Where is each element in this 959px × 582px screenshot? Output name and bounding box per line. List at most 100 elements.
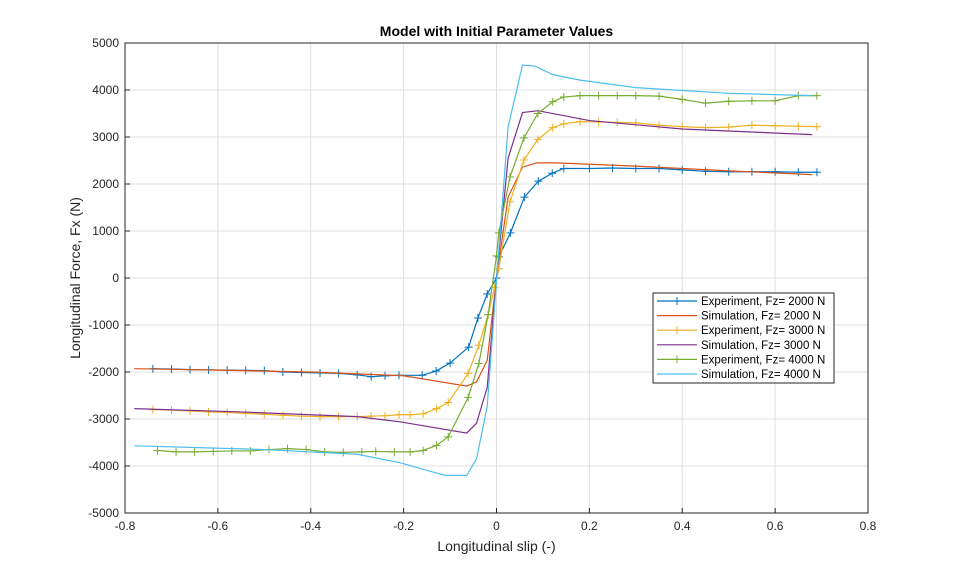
series-3 [134,110,813,434]
data-point-marker [548,169,557,178]
data-point-marker [519,156,528,165]
data-point-marker [585,164,594,173]
y-tick-label: 4000 [92,83,119,97]
x-tick-label: 0 [493,519,500,533]
data-point-marker [613,91,622,100]
data-point-marker [519,133,528,142]
data-point-marker [533,135,542,144]
data-point-marker [492,251,501,260]
y-tick-label: 5000 [92,36,119,50]
legend-label: Experiment, Fz= 3000 N [701,325,825,337]
data-point-marker [260,410,269,419]
series-layer [134,64,821,476]
y-tick-label: -1000 [88,318,119,332]
data-point-marker [204,407,213,416]
data-point-marker [548,97,557,106]
data-point-marker [794,122,803,131]
legend-label: Experiment, Fz= 2000 N [701,296,825,308]
legend-item: Simulation, Fz= 3000 N [657,340,821,352]
data-point-marker [494,228,503,237]
data-point-marker [534,177,543,186]
legend-item: Experiment, Fz= 2000 N [657,296,825,308]
data-point-marker [209,447,218,456]
legend-box [652,292,835,384]
x-tick-label: 0.4 [674,519,691,533]
data-point-marker [190,447,199,456]
y-tick-label: -2000 [88,365,119,379]
x-tick-label: 0.6 [767,519,784,533]
data-point-marker [464,393,473,402]
data-point-marker [394,410,403,419]
y-tick-label: 3000 [92,130,119,144]
data-point-marker [559,164,568,173]
tick-labels: -0.8 -0.6 -0.4 -0.2 0 0.2 0.4 0.6 0.8 -5000 -4000 -… [88,36,876,533]
data-point-marker [474,341,483,350]
data-point-marker [631,118,640,127]
data-point-marker [771,167,780,176]
data-point-marker [474,359,483,368]
data-point-marker [334,412,343,421]
data-point-marker [812,168,821,177]
x-tick-label: -0.8 [115,519,136,533]
data-point-marker [419,446,428,455]
data-point-marker [724,97,733,106]
data-point-marker [771,121,780,130]
data-point-marker [278,411,287,420]
data-point-marker [812,122,821,131]
data-point-marker [406,447,415,456]
data-point-marker [483,289,492,298]
data-point-marker [520,193,529,202]
data-point-marker [172,447,181,456]
x-tick-label: 0.2 [581,519,598,533]
legend-label: Simulation, Fz= 2000 N [701,311,821,323]
legend-label: Simulation, Fz= 3000 N [701,340,821,352]
data-point-marker [576,91,585,100]
data-point-marker [381,411,390,420]
data-point-marker [406,410,415,419]
data-point-marker [559,119,568,128]
data-point-marker [701,99,710,108]
data-point-marker [533,109,542,118]
data-point-marker [724,123,733,132]
data-point-marker [464,343,473,352]
data-point-marker [297,412,306,421]
data-point-marker [631,91,640,100]
data-point-marker [353,370,362,379]
y-tick-label: 0 [112,271,119,285]
data-point-marker [223,408,232,417]
series-line [134,110,813,434]
y-tick-label: 2000 [92,177,119,191]
data-point-marker [473,313,482,322]
data-point-marker [594,91,603,100]
data-point-marker [506,228,515,237]
data-point-marker [484,310,493,319]
data-point-marker [678,165,687,174]
data-point-marker [371,447,380,456]
data-point-marker [418,371,427,380]
data-point-marker [241,409,250,418]
x-axis-label: Longitudinal slip (-) [437,538,555,554]
data-point-marker [390,447,399,456]
legend-item: Simulation, Fz= 2000 N [657,311,821,323]
legend-item: Simulation, Fz= 4000 N [657,369,821,381]
data-point-marker [548,123,557,132]
x-tick-label: -0.4 [300,519,321,533]
data-point-marker [432,404,441,413]
y-tick-label: -3000 [88,412,119,426]
series-5 [134,64,813,476]
legend-label: Experiment, Fz= 4000 N [701,354,825,366]
data-point-marker [724,167,733,176]
legend-item: Experiment, Fz= 4000 N [657,354,825,366]
y-axis-label: Longitudinal Force, Fx (N) [67,197,83,359]
data-point-marker [316,412,325,421]
data-point-marker [246,446,255,455]
y-tick-label: -4000 [88,459,119,473]
legend-label: Simulation, Fz= 4000 N [701,369,821,381]
data-point-marker [464,369,473,378]
data-point-marker [655,121,664,130]
legend-item: Experiment, Fz= 3000 N [657,325,825,337]
data-point-marker [339,448,348,457]
data-point-marker [812,91,821,100]
data-point-marker [794,168,803,177]
